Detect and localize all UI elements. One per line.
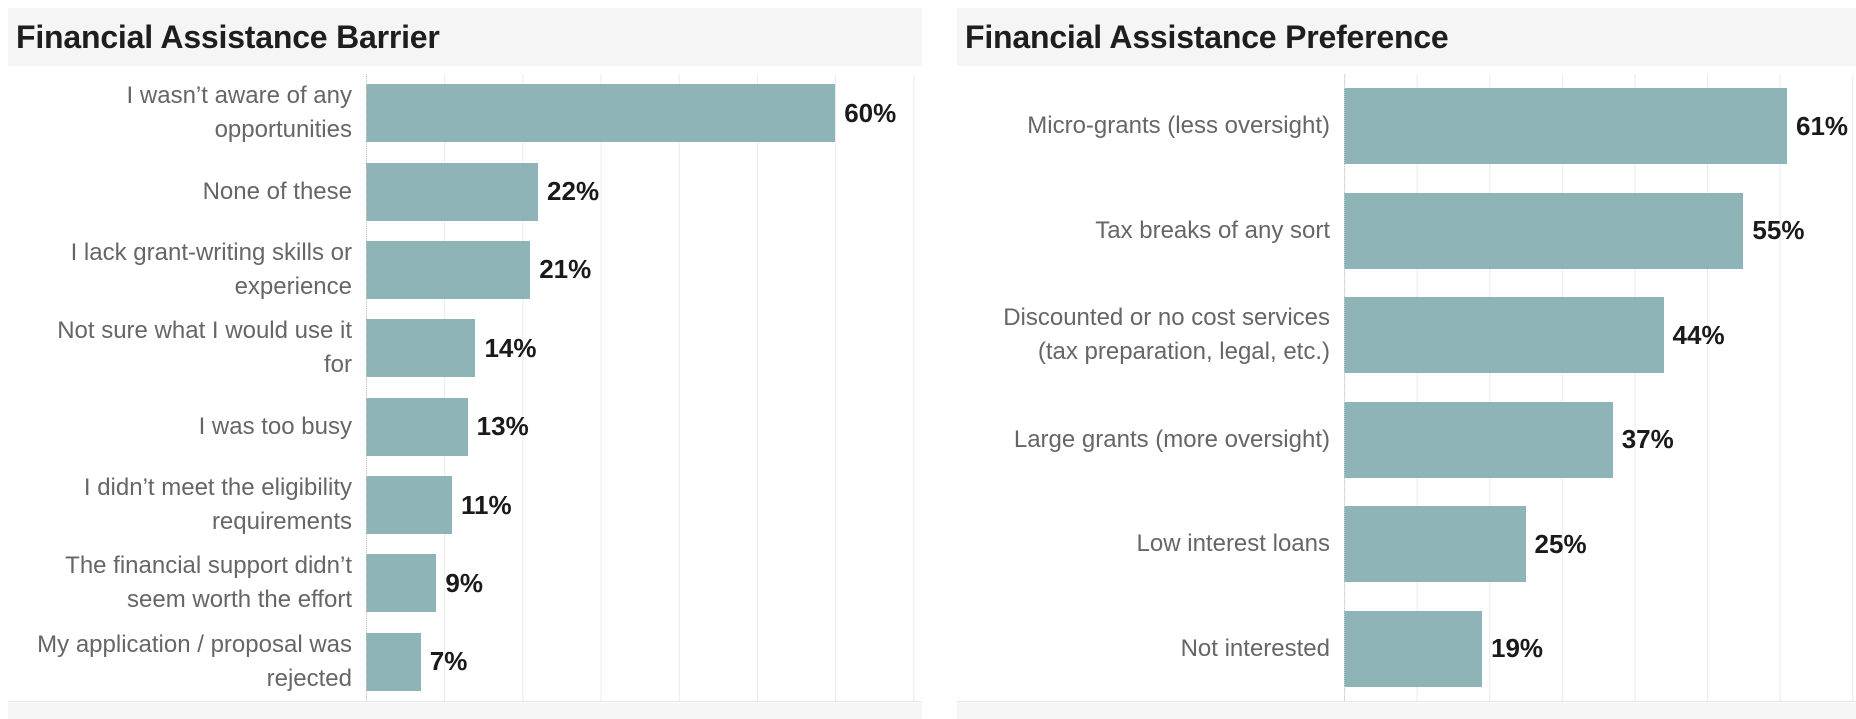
category-label: I lack grant-writing skills or experienc… [70,238,352,300]
plot-cell: 37% [1344,387,1856,492]
category-label: The financial support didn’t seem worth … [65,552,352,614]
chart-row: My application / proposal was rejected 7% [8,622,922,701]
category-label: Not interested [1180,634,1330,662]
plot-cell: 44% [1344,283,1856,388]
category-label: Tax breaks of any sort [1095,216,1330,244]
value-label: 37% [1621,424,1674,455]
plot-cell: 13% [366,387,922,466]
category-label: Micro-grants (less oversight) [1027,112,1330,140]
chart-row: The financial support didn’t seem worth … [8,544,922,623]
bar[interactable] [366,319,476,378]
category-label: I wasn’t aware of any opportunities [126,82,352,144]
value-label: 44% [1672,319,1725,350]
bar[interactable] [366,240,531,299]
category-label: I was too busy [198,412,352,440]
bar-chart: Micro-grants (less oversight) 61% Tax brea… [957,74,1856,702]
value-label: 22% [547,176,600,207]
bar[interactable] [1344,506,1526,583]
plot-cell: 9% [366,544,922,623]
value-label: 13% [476,411,529,442]
chart-row: Low interest loans 25% [957,492,1856,597]
chart-panel-financial-assistance-barrier: Financial Assistance Barrier I wasn’t aw… [8,8,922,719]
plot-cell: 14% [366,309,922,388]
chart-row: Micro-grants (less oversight) 61% [957,74,1856,179]
value-label: 11% [461,489,512,520]
bottom-strip [957,703,1856,719]
chart-row: Discounted or no cost services (tax prep… [957,283,1856,388]
plot-cell: 60% [366,74,922,153]
bar[interactable] [1344,88,1787,165]
bar[interactable] [366,632,421,691]
axis-zero-line [1344,74,1345,701]
chart-row: Not sure what I would use it for 14% [8,309,922,388]
chart-row: I wasn’t aware of any opportunities 60% [8,74,922,153]
bar-chart: I wasn’t aware of any opportunities 60% No… [8,74,922,702]
chart-title: Financial Assistance Barrier [16,18,440,55]
category-label: Large grants (more oversight) [1013,425,1330,453]
value-label: 55% [1752,215,1805,246]
category-label: Low interest loans [1136,530,1330,558]
category-label: I didn’t meet the eligibility requiremen… [83,473,352,536]
title-band: Financial Assistance Barrier [8,8,922,66]
value-label: 60% [844,97,897,128]
bar[interactable] [366,476,453,535]
chart-title: Financial Assistance Preference [965,18,1449,55]
value-label: 14% [484,332,537,363]
value-label: 19% [1490,633,1544,664]
category-label: None of these [202,177,352,205]
axis-zero-line [366,74,367,701]
plot-cell: 19% [1344,596,1856,701]
value-label: 21% [539,254,592,285]
chart-row: I was too busy 13% [8,387,922,466]
chart-panel-financial-assistance-preference: Financial Assistance Preference Micro-gr… [957,8,1856,719]
bar[interactable] [1344,192,1744,269]
plot-cell: 7% [366,622,922,701]
value-label: 9% [445,567,483,598]
chart-row: Not interested 19% [957,596,1856,701]
value-label: 7% [429,646,468,677]
value-label: 25% [1534,528,1587,559]
bar[interactable] [366,84,836,143]
plot-cell: 55% [1344,178,1856,283]
chart-row: None of these 22% [8,152,922,231]
plot-cell: 11% [366,465,922,545]
chart-row: I didn’t meet the eligibility requiremen… [8,465,922,545]
bar[interactable] [1344,297,1664,374]
chart-row: Large grants (more oversight) 37% [957,387,1856,492]
value-label: 61% [1796,110,1849,141]
plot-cell: 25% [1344,492,1856,597]
bar[interactable] [366,162,539,221]
bottom-strip [8,703,922,719]
category-label: Not sure what I would use it for [57,317,352,379]
chart-row: Tax breaks of any sort 55% [957,178,1856,283]
title-band: Financial Assistance Preference [957,8,1856,66]
chart-row: I lack grant-writing skills or experienc… [8,230,922,310]
plot-cell: 61% [1344,74,1856,179]
plot-cell: 21% [366,230,922,310]
bar[interactable] [1344,610,1482,687]
bar[interactable] [1344,401,1613,478]
bar[interactable] [366,554,437,613]
category-label: My application / proposal was rejected [37,630,352,692]
category-label: Discounted or no cost services (tax prep… [1003,304,1330,366]
plot-cell: 22% [366,152,922,231]
bar[interactable] [366,397,468,456]
